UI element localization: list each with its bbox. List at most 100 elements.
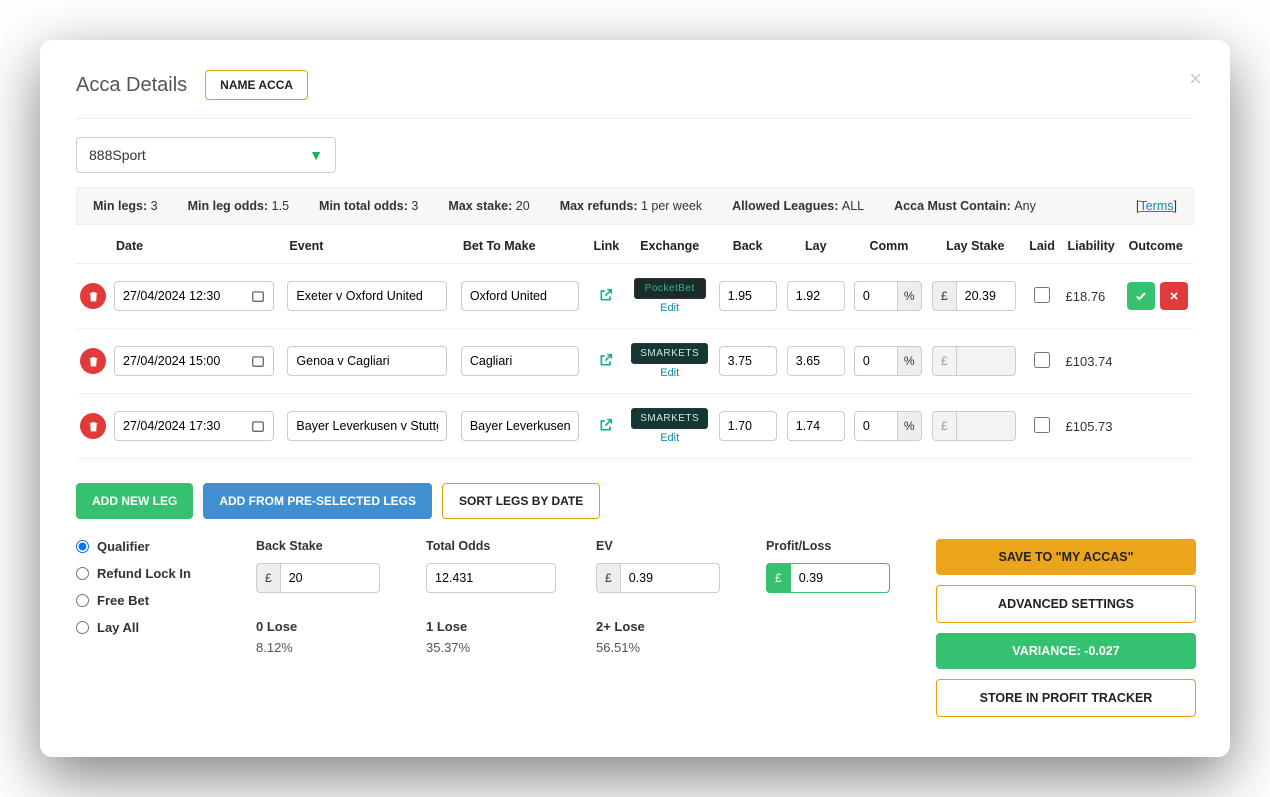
exchange-badge: SMARKETS <box>631 408 708 429</box>
max-stake-value: 20 <box>516 199 530 213</box>
bet-input[interactable] <box>461 346 579 376</box>
date-input[interactable] <box>114 281 274 311</box>
acca-details-modal: × Acca Details NAME ACCA 888Sport ▼ Min … <box>40 40 1230 757</box>
lay-stake-input[interactable] <box>956 346 1016 376</box>
outcome-win-button[interactable] <box>1127 282 1155 310</box>
edit-exchange-link[interactable]: Edit <box>630 302 710 314</box>
edit-exchange-link[interactable]: Edit <box>630 367 710 379</box>
liability-value: £105.73 <box>1062 394 1123 459</box>
pl-input[interactable] <box>790 563 890 593</box>
total-odds-label: Total Odds <box>426 539 576 553</box>
date-input[interactable] <box>114 411 274 441</box>
must-contain-value: Any <box>1014 199 1036 213</box>
delete-row-button[interactable] <box>80 283 106 309</box>
comm-input[interactable] <box>854 281 898 311</box>
outcome-lose-button[interactable] <box>1160 282 1188 310</box>
back-stake-input[interactable] <box>280 563 380 593</box>
pl-col: Profit/Loss £ <box>766 539 916 593</box>
percent-label: % <box>898 281 922 311</box>
lose2-label: 2+ Lose <box>596 619 746 634</box>
col-laid: Laid <box>1023 225 1062 264</box>
laid-checkbox[interactable] <box>1034 417 1050 433</box>
back-input[interactable] <box>719 281 777 311</box>
ev-label: EV <box>596 539 746 553</box>
terms-link[interactable]: Terms <box>1139 199 1173 213</box>
total-odds-col: Total Odds 1 Lose 35.37% <box>426 539 576 655</box>
external-link-icon[interactable] <box>598 417 614 436</box>
col-laystake: Lay Stake <box>928 225 1023 264</box>
bookmaker-select[interactable]: 888Sport ▼ <box>76 137 336 173</box>
store-tracker-button[interactable]: STORE IN PROFIT TRACKER <box>936 679 1196 717</box>
radio-qualifier[interactable]: Qualifier <box>76 539 236 554</box>
col-lay: Lay <box>782 225 850 264</box>
add-preselected-button[interactable]: ADD FROM PRE-SELECTED LEGS <box>203 483 432 519</box>
table-row: PocketBet Edit % £ £18.76 <box>76 264 1194 329</box>
col-comm: Comm <box>850 225 928 264</box>
event-input[interactable] <box>287 346 447 376</box>
add-new-leg-button[interactable]: ADD NEW LEG <box>76 483 193 519</box>
sort-legs-button[interactable]: SORT LEGS BY DATE <box>442 483 600 519</box>
legs-table: Date Event Bet To Make Link Exchange Bac… <box>76 225 1194 459</box>
total-odds-input[interactable] <box>426 563 556 593</box>
table-row: SMARKETS Edit % £ £103.74 <box>76 329 1194 394</box>
right-actions: SAVE TO "MY ACCAS" ADVANCED SETTINGS VAR… <box>936 539 1196 717</box>
variance-button[interactable]: VARIANCE: -0.027 <box>936 633 1196 669</box>
allowed-leagues-value: ALL <box>842 199 864 213</box>
bet-input[interactable] <box>461 411 579 441</box>
pl-label: Profit/Loss <box>766 539 916 553</box>
lay-input[interactable] <box>787 411 845 441</box>
advanced-settings-button[interactable]: ADVANCED SETTINGS <box>936 585 1196 623</box>
col-exchange: Exchange <box>626 225 714 264</box>
event-input[interactable] <box>287 411 447 441</box>
min-legs-value: 3 <box>151 199 158 213</box>
col-bet: Bet To Make <box>457 225 587 264</box>
modal-header: Acca Details NAME ACCA <box>76 70 1194 119</box>
back-input[interactable] <box>719 346 777 376</box>
currency-label: £ <box>596 563 620 593</box>
max-refunds-value: 1 per week <box>641 199 702 213</box>
min-leg-odds-value: 1.5 <box>272 199 289 213</box>
min-legs-label: Min legs: <box>93 199 147 213</box>
page-title: Acca Details <box>76 74 187 97</box>
name-acca-button[interactable]: NAME ACCA <box>205 70 308 100</box>
must-contain-label: Acca Must Contain: <box>894 199 1011 213</box>
delete-row-button[interactable] <box>80 348 106 374</box>
comm-input[interactable] <box>854 411 898 441</box>
allowed-leagues-label: Allowed Leagues: <box>732 199 838 213</box>
back-input[interactable] <box>719 411 777 441</box>
lose2-value: 56.51% <box>596 640 746 655</box>
mode-radios: Qualifier Refund Lock In Free Bet Lay Al… <box>76 539 236 635</box>
save-accas-button[interactable]: SAVE TO "MY ACCAS" <box>936 539 1196 575</box>
comm-input[interactable] <box>854 346 898 376</box>
external-link-icon[interactable] <box>598 352 614 371</box>
lose1-label: 1 Lose <box>426 619 576 634</box>
lay-stake-input[interactable] <box>956 281 1016 311</box>
edit-exchange-link[interactable]: Edit <box>630 432 710 444</box>
radio-freebet[interactable]: Free Bet <box>76 593 236 608</box>
lay-stake-input[interactable] <box>956 411 1016 441</box>
delete-row-button[interactable] <box>80 413 106 439</box>
external-link-icon[interactable] <box>598 287 614 306</box>
radio-layall[interactable]: Lay All <box>76 620 236 635</box>
currency-label: £ <box>932 281 956 311</box>
close-icon[interactable]: × <box>1189 66 1202 92</box>
bottom-section: Qualifier Refund Lock In Free Bet Lay Al… <box>76 539 1194 717</box>
radio-refund[interactable]: Refund Lock In <box>76 566 236 581</box>
table-actions: ADD NEW LEG ADD FROM PRE-SELECTED LEGS S… <box>76 483 1194 519</box>
laid-checkbox[interactable] <box>1034 287 1050 303</box>
exchange-badge: SMARKETS <box>631 343 708 364</box>
col-link: Link <box>587 225 626 264</box>
lose0-value: 8.12% <box>256 640 406 655</box>
lay-input[interactable] <box>787 281 845 311</box>
currency-label: £ <box>766 563 790 593</box>
col-outcome: Outcome <box>1123 225 1194 264</box>
event-input[interactable] <box>287 281 447 311</box>
max-stake-label: Max stake: <box>448 199 512 213</box>
rules-bar: Min legs: 3 Min leg odds: 1.5 Min total … <box>76 187 1194 225</box>
ev-input[interactable] <box>620 563 720 593</box>
col-event: Event <box>283 225 456 264</box>
bet-input[interactable] <box>461 281 579 311</box>
laid-checkbox[interactable] <box>1034 352 1050 368</box>
lay-input[interactable] <box>787 346 845 376</box>
date-input[interactable] <box>114 346 274 376</box>
